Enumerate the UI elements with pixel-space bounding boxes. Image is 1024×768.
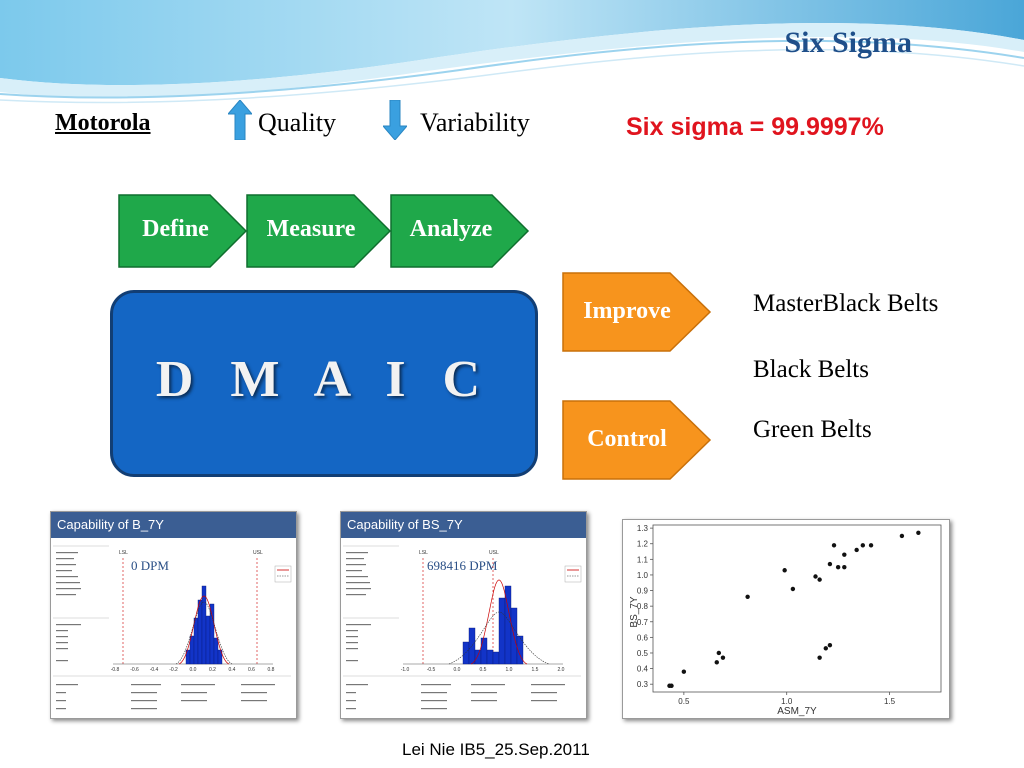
scatter-chart: 0.3 0.4 0.5 0.6 0.7 0.8 0.9 1.0 1.1 1.2 1.3 0.5 1.0… bbox=[629, 524, 942, 717]
dpm-annotation: 698416 DPM bbox=[427, 558, 498, 573]
scatter-point bbox=[842, 564, 847, 570]
step-control: Control bbox=[587, 426, 667, 452]
scatter-point bbox=[827, 561, 833, 567]
scatter-point bbox=[782, 568, 787, 573]
usl-label: USL bbox=[489, 550, 499, 556]
x-tick-label: 0.8 bbox=[268, 667, 275, 673]
scatter-point bbox=[669, 683, 674, 688]
dmaic-text: D M A I C bbox=[155, 351, 493, 408]
belt-masterblack: MasterBlack Belts bbox=[753, 290, 939, 317]
dmaic-box bbox=[110, 290, 538, 477]
x-tick-label: -0.2 bbox=[169, 667, 178, 673]
scatter-point bbox=[854, 547, 859, 553]
quality-label: Quality bbox=[258, 108, 336, 137]
step-analyze: Analyze bbox=[409, 216, 493, 242]
scatter-point bbox=[823, 646, 828, 651]
x-tick-label: 0.0 bbox=[454, 667, 461, 673]
belt-black: Black Belts bbox=[753, 356, 869, 383]
y-tick-label: 0.3 bbox=[637, 680, 649, 689]
step-analyze-shape bbox=[390, 194, 530, 268]
usl-label: USL bbox=[253, 550, 263, 556]
capability-chart-bs7y: LSL USL -1.0 -0.5 0.0 0.5 1.0 1.5 2.0 bbox=[343, 545, 582, 710]
slide-title: Six Sigma bbox=[784, 26, 912, 59]
lsl-label: LSL bbox=[419, 550, 428, 556]
y-axis-label: BS_7Y bbox=[629, 596, 640, 627]
step-control-shape bbox=[562, 400, 712, 480]
y-tick-label: 1.1 bbox=[637, 555, 649, 564]
y-tick-label: 0.8 bbox=[637, 602, 649, 611]
step-define: Define bbox=[142, 216, 209, 242]
y-tick-label: 0.9 bbox=[637, 587, 649, 596]
y-tick-label: 1.2 bbox=[637, 540, 649, 549]
x-tick-label: -0.4 bbox=[150, 667, 159, 673]
six-sigma-statement: Six sigma = 99.9997% bbox=[626, 113, 884, 141]
x-tick-label: 2.0 bbox=[558, 667, 565, 673]
x-tick-label: 0.4 bbox=[229, 667, 236, 673]
scatter-point bbox=[681, 669, 687, 674]
scatter-panel: 0.3 0.4 0.5 0.6 0.7 0.8 0.9 1.0 1.1 1.2 1.3 0.5 1.0… bbox=[622, 519, 950, 719]
y-tick-label: 0.4 bbox=[637, 665, 649, 674]
x-tick-label: 0.5 bbox=[480, 667, 487, 673]
step-define-shape bbox=[118, 194, 248, 268]
capability-chart-b7y: LSL USL -0.8 -0.6 -0.4 -0.2 0.0 0.2 0.4 0.6 0.8 bbox=[53, 545, 292, 710]
x-tick-label: -0.6 bbox=[130, 667, 139, 673]
scatter-point bbox=[827, 642, 833, 648]
x-tick-labels: -1.0 -0.5 0.0 0.5 1.0 1.5 2.0 bbox=[401, 667, 565, 673]
scatter-point bbox=[716, 650, 722, 656]
variability-label: Variability bbox=[420, 108, 530, 137]
x-tick-label: 0.5 bbox=[678, 697, 690, 706]
x-tick-label: 1.0 bbox=[506, 667, 513, 673]
scatter-point bbox=[842, 552, 847, 557]
x-tick-label: 0.6 bbox=[248, 667, 255, 673]
capability-panel-b7y: Capability of B_7Y 0 DPM LSL USL bbox=[50, 511, 297, 719]
x-tick-label: 1.5 bbox=[532, 667, 539, 673]
scatter-point bbox=[745, 594, 750, 599]
lsl-label: LSL bbox=[119, 550, 128, 556]
capability-panel-bs7y: Capability of BS_7Y 698416 DPM LSL USL bbox=[340, 511, 587, 719]
scatter-point bbox=[790, 586, 796, 592]
y-tick-label: 0.7 bbox=[637, 618, 649, 627]
y-tick-label: 0.5 bbox=[637, 649, 649, 658]
scatter-point bbox=[813, 574, 818, 579]
belt-green: Green Belts bbox=[753, 416, 872, 443]
x-tick-label: 1.0 bbox=[781, 697, 793, 706]
capability-title: Capability of B_7Y bbox=[51, 512, 296, 538]
company-label: Motorola bbox=[55, 110, 151, 136]
scatter-point bbox=[714, 660, 719, 665]
y-tick-label: 0.6 bbox=[637, 633, 649, 642]
capability-title: Capability of BS_7Y bbox=[341, 512, 586, 538]
scatter-point bbox=[720, 655, 726, 660]
scatter-point bbox=[868, 543, 874, 548]
arrow-down-icon bbox=[383, 100, 407, 140]
footer-text: Lei Nie IB5_25.Sep.2011 bbox=[402, 740, 590, 759]
step-measure: Measure bbox=[266, 216, 356, 242]
stats-table bbox=[53, 545, 291, 677]
y-tick-label: 1.3 bbox=[637, 524, 649, 533]
step-improve: Improve bbox=[583, 298, 671, 324]
histogram-bars bbox=[185, 585, 223, 665]
x-tick-label: -0.8 bbox=[111, 667, 120, 673]
dpm-annotation: 0 DPM bbox=[131, 558, 169, 573]
scatter-point bbox=[835, 564, 841, 570]
scatter-point bbox=[899, 533, 905, 539]
x-tick-label: -1.0 bbox=[401, 667, 410, 673]
scatter-point bbox=[831, 543, 837, 548]
arrow-up-icon bbox=[228, 100, 252, 140]
step-improve-shape bbox=[562, 272, 712, 352]
scatter-point bbox=[916, 530, 921, 536]
x-tick-label: 0.0 bbox=[190, 667, 197, 673]
header-wave bbox=[0, 0, 1024, 104]
histogram-bars bbox=[462, 585, 524, 665]
x-axis-label: ASM_7Y bbox=[777, 706, 817, 717]
x-tick-label: -0.5 bbox=[427, 667, 436, 673]
x-tick-label: 1.5 bbox=[884, 697, 896, 706]
scatter-point bbox=[817, 577, 822, 582]
x-tick-labels: -0.8 -0.6 -0.4 -0.2 0.0 0.2 0.4 0.6 0.8 bbox=[111, 667, 275, 673]
step-measure-shape bbox=[246, 194, 392, 268]
y-tick-label: 1.0 bbox=[637, 571, 649, 580]
x-tick-label: 0.2 bbox=[209, 667, 216, 673]
scatter-point bbox=[817, 655, 822, 660]
scatter-point bbox=[860, 543, 866, 548]
